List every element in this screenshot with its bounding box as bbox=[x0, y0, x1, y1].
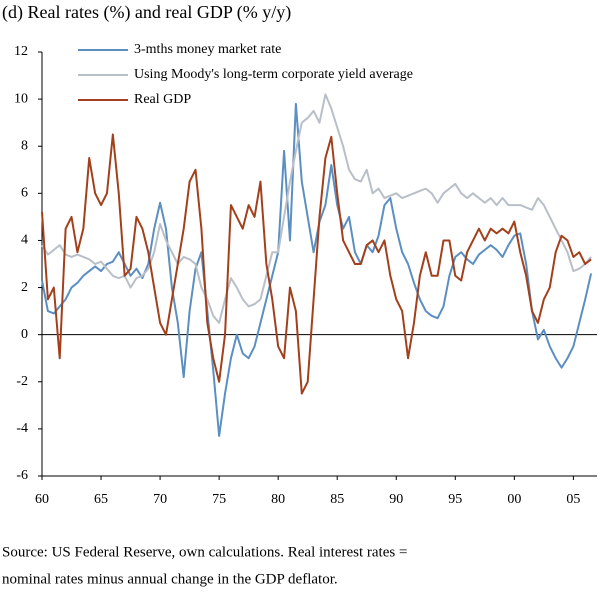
y-tick-label: 12 bbox=[14, 44, 28, 59]
y-tick-label: 2 bbox=[21, 280, 28, 295]
source-note: Source: US Federal Reserve, own calculat… bbox=[2, 544, 407, 560]
x-tick-label: 65 bbox=[94, 492, 108, 507]
source-note: nominal rates minus annual change in the… bbox=[2, 571, 338, 587]
x-tick-label: 60 bbox=[35, 492, 49, 507]
legend-label: Real GDP bbox=[134, 92, 191, 107]
series-line bbox=[41, 133, 592, 395]
y-tick-label: 0 bbox=[21, 327, 28, 342]
legend-label: Using Moody's long-term corporate yield … bbox=[134, 67, 413, 82]
series-line bbox=[41, 102, 593, 437]
legend-label: 3-mths money market rate bbox=[134, 42, 281, 57]
y-tick-label: -6 bbox=[16, 468, 28, 483]
y-tick-label: 6 bbox=[21, 186, 28, 201]
x-tick-label: 90 bbox=[389, 492, 403, 507]
y-tick-label: -2 bbox=[16, 374, 28, 389]
x-tick-label: 70 bbox=[153, 492, 167, 507]
x-tick-label: 75 bbox=[212, 492, 226, 507]
x-tick-label: 80 bbox=[271, 492, 285, 507]
x-tick-label: 00 bbox=[507, 492, 521, 507]
chart-title: (d) Real rates (%) and real GDP (% y/y) bbox=[2, 2, 291, 23]
x-tick-label: 85 bbox=[330, 492, 344, 507]
series-line bbox=[41, 93, 592, 324]
y-tick-label: 10 bbox=[14, 91, 28, 106]
y-tick-label: -4 bbox=[16, 421, 28, 436]
x-tick-label: 05 bbox=[566, 492, 580, 507]
y-tick-label: 8 bbox=[21, 138, 28, 153]
y-tick-label: 4 bbox=[21, 233, 28, 248]
x-tick-label: 95 bbox=[448, 492, 462, 507]
